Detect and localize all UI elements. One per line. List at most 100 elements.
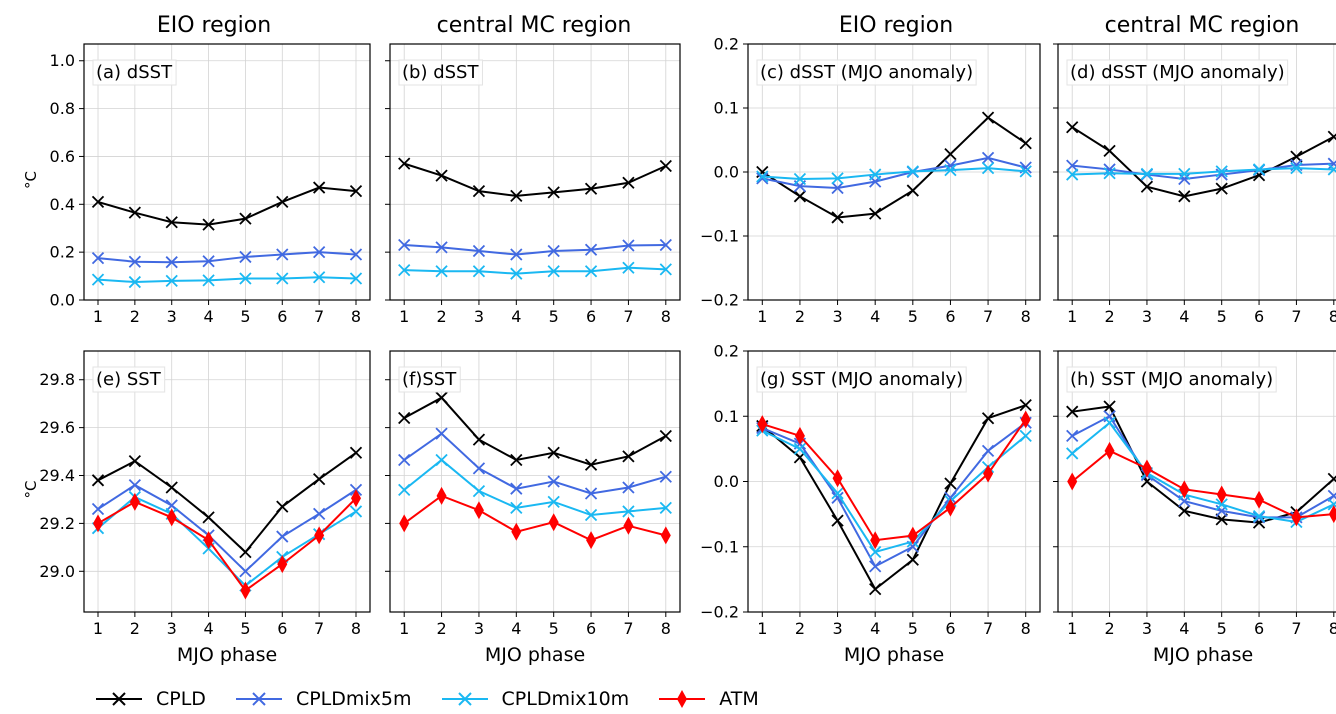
data-point <box>472 462 486 475</box>
x-tick-label: 5 <box>1217 619 1227 638</box>
data-point <box>944 491 957 504</box>
x-tick-label: 6 <box>277 307 287 326</box>
data-point <box>399 514 410 533</box>
data-point <box>547 446 560 459</box>
data-point <box>314 526 325 545</box>
data-point <box>659 470 672 483</box>
x-tick-label: 5 <box>1217 307 1227 326</box>
panel-label: (a) dSST <box>96 62 173 83</box>
data-point <box>659 429 672 443</box>
x-tick-label: 1 <box>399 307 409 326</box>
panel-label: (g) SST (MJO anomaly) <box>760 369 963 390</box>
series-line-cpldmix5m <box>97 483 357 573</box>
data-point <box>981 151 995 165</box>
data-point <box>1252 511 1266 524</box>
legend-item-cpldmix5m: CPLDmix5m <box>235 688 412 710</box>
y-tick-label: 0.2 <box>714 342 739 361</box>
data-point <box>91 195 105 209</box>
series-line-cpld <box>403 162 667 197</box>
data-point <box>869 545 882 559</box>
y-tick-label: 29.2 <box>39 514 75 533</box>
series-line-cpldmix5m <box>403 432 667 495</box>
panel-label-box <box>1066 366 1277 393</box>
data-point <box>869 168 882 181</box>
x-tick-label: 4 <box>511 619 521 638</box>
data-point <box>622 505 635 518</box>
x-tick-label: 7 <box>314 307 324 326</box>
data-point <box>623 516 634 535</box>
y-tick-label: −0.1 <box>700 537 739 556</box>
data-point <box>511 522 522 541</box>
data-point <box>472 265 486 278</box>
panel-label: (b) dSST <box>402 62 479 83</box>
data-point <box>1066 168 1079 181</box>
data-point <box>435 427 448 440</box>
data-point <box>240 581 251 600</box>
x-tick-label: 1 <box>1067 307 1077 326</box>
y-tick-label: −0.2 <box>700 291 739 310</box>
data-point <box>1327 157 1336 170</box>
data-point <box>831 514 844 527</box>
x-tick-label: 7 <box>314 619 324 638</box>
data-point <box>313 271 326 284</box>
data-point <box>945 498 956 517</box>
data-point <box>584 487 598 500</box>
data-point <box>659 263 672 276</box>
y-tick-label: 0.4 <box>50 195 75 214</box>
data-point <box>276 272 289 285</box>
series-line-cpldmix5m <box>761 421 1027 568</box>
x-tick-label: 6 <box>945 619 955 638</box>
data-point <box>239 212 252 225</box>
x-tick-label: 4 <box>511 307 521 326</box>
series-line-cpld <box>97 186 357 226</box>
data-point <box>1066 159 1079 172</box>
data-point <box>398 453 411 467</box>
data-point <box>869 207 882 220</box>
data-point <box>584 458 598 471</box>
data-point <box>1103 416 1116 429</box>
data-point <box>548 513 559 532</box>
x-tick-label: 3 <box>474 619 484 638</box>
x-tick-label: 8 <box>351 619 361 638</box>
column-title: central MC region <box>1105 13 1300 38</box>
y-tick-label: 0.2 <box>50 243 75 262</box>
x-tick-label: 2 <box>1104 619 1114 638</box>
data-point <box>1020 410 1031 429</box>
x-tick-label: 2 <box>436 619 446 638</box>
data-point <box>1019 165 1032 178</box>
data-point <box>128 275 141 289</box>
data-point <box>472 484 486 498</box>
data-point <box>165 256 178 269</box>
data-point <box>1252 509 1266 523</box>
data-point <box>91 502 105 516</box>
data-point <box>202 511 215 524</box>
panel-label-box <box>398 366 461 393</box>
y-tick-label: 0.1 <box>714 99 739 118</box>
data-point <box>1328 505 1336 524</box>
x-tick-label: 6 <box>586 307 596 326</box>
data-point <box>831 181 844 195</box>
data-point <box>831 211 844 224</box>
data-point <box>584 243 598 256</box>
data-point <box>1252 163 1266 176</box>
data-point <box>1066 405 1079 418</box>
series-line-cpldmix5m <box>1072 162 1334 181</box>
series-line-cpldmix10m <box>762 167 1026 181</box>
series-line-cpld <box>761 116 1027 219</box>
data-point <box>1327 472 1336 486</box>
x-tick-label: 1 <box>399 619 409 638</box>
data-point <box>510 482 523 495</box>
data-point <box>659 238 672 252</box>
axes-frame <box>1057 350 1336 613</box>
axes-frame <box>389 43 681 301</box>
x-tick-label: 1 <box>757 619 767 638</box>
x-tick-label: 4 <box>1179 307 1189 326</box>
data-point <box>1019 399 1032 412</box>
data-point <box>435 391 448 404</box>
data-point <box>547 495 560 508</box>
data-point <box>277 555 288 574</box>
y-tick-label: −0.1 <box>700 227 739 246</box>
data-point <box>1215 182 1228 195</box>
x-tick-label: 7 <box>623 619 633 638</box>
legend-item-atm: ATM <box>659 688 759 710</box>
